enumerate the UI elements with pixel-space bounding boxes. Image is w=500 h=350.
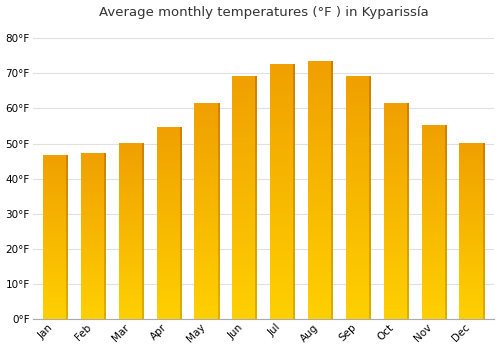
Title: Average monthly temperatures (°F ) in Kyparissía: Average monthly temperatures (°F ) in Ky… (98, 6, 428, 19)
